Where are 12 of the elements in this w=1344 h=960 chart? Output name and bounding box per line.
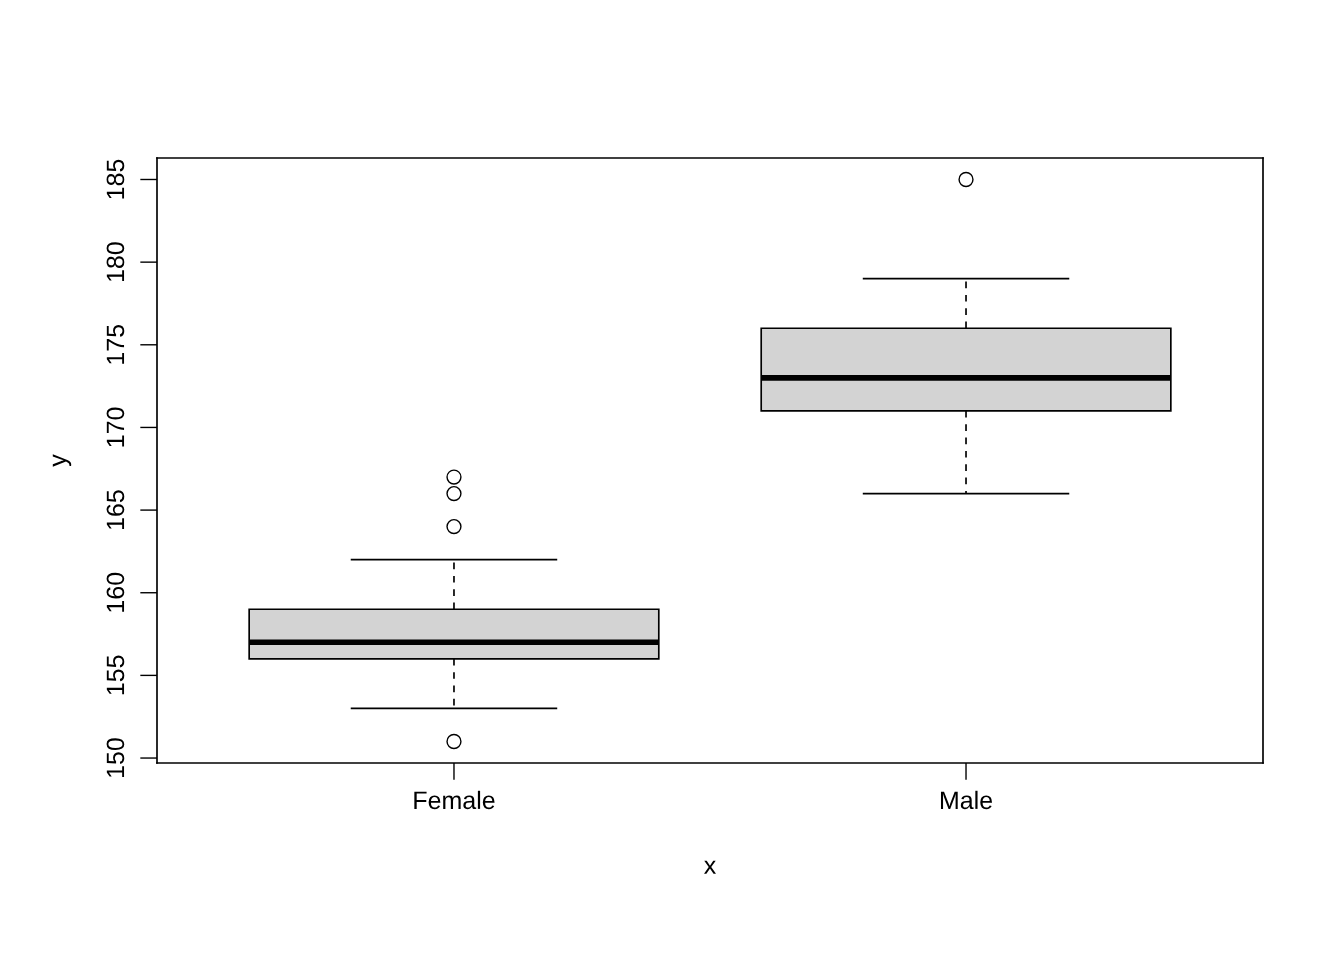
x-tick-label: Male <box>940 790 992 810</box>
y-tick-label: 180 <box>106 242 125 282</box>
y-tick-label: 170 <box>106 407 125 447</box>
y-tick-label: 150 <box>106 738 125 777</box>
y-tick-label: 165 <box>106 490 125 530</box>
x-tick-label: Female <box>414 790 495 810</box>
y-tick-label: 185 <box>106 159 125 199</box>
y-tick-label: 175 <box>106 324 125 364</box>
y-tick-label: 160 <box>106 572 125 612</box>
y-axis-title: y <box>52 454 72 467</box>
y-tick-label: 155 <box>106 655 125 695</box>
x-axis-title: x <box>704 860 716 874</box>
